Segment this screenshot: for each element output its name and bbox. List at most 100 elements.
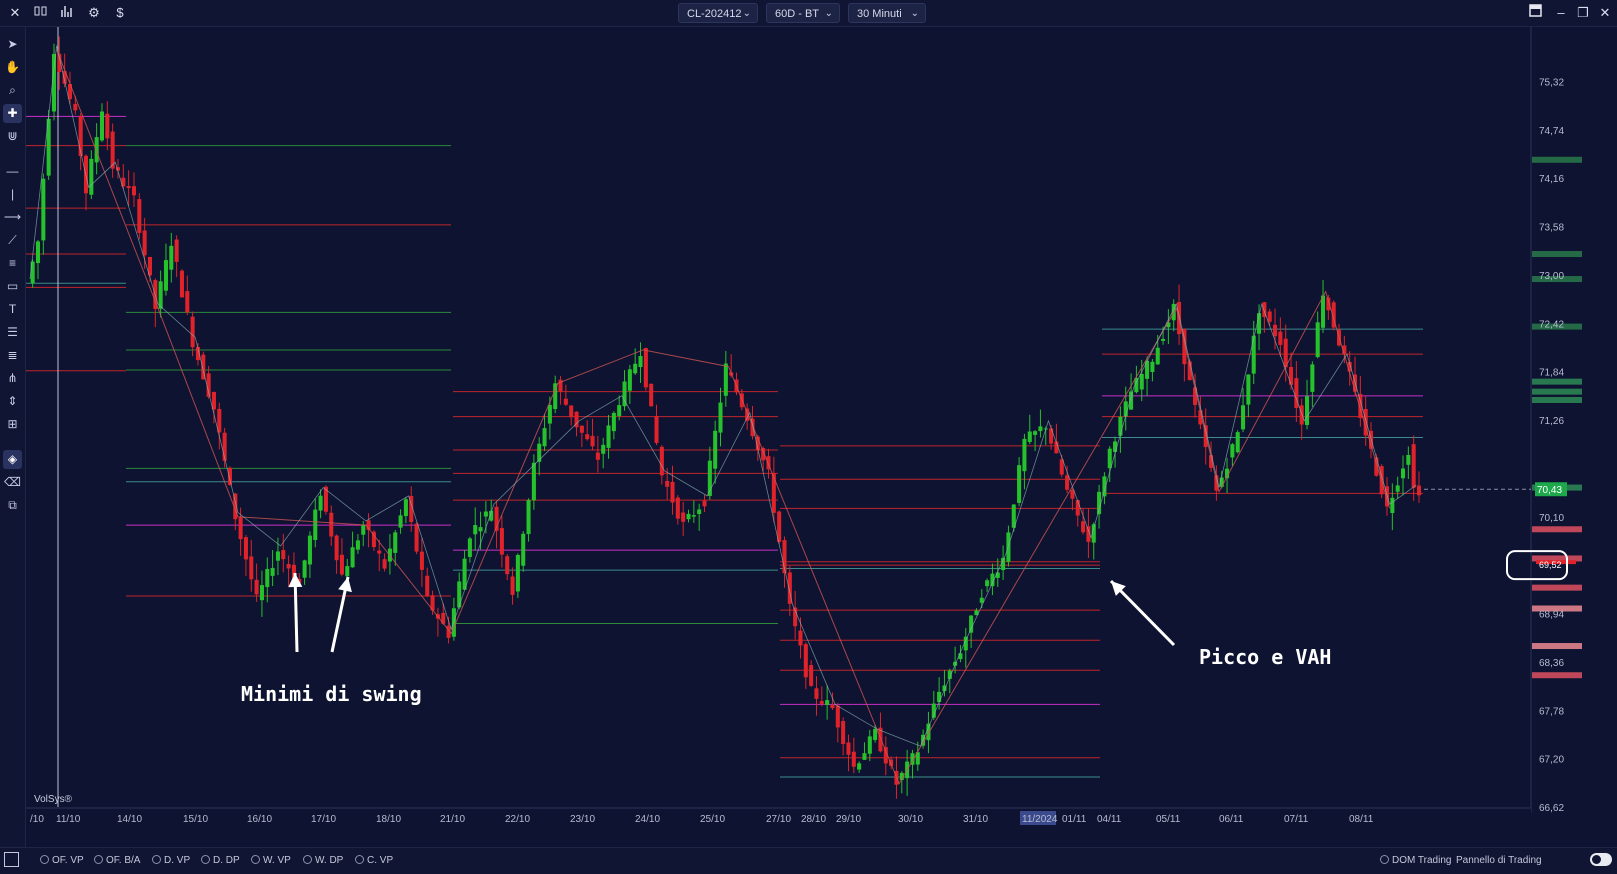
candle-body <box>222 432 227 461</box>
interval-select[interactable]: 30 Minuti ⌄ <box>848 3 926 23</box>
zoom-icon[interactable]: ⌕ <box>9 83 16 97</box>
lines-icon[interactable]: ☰ <box>7 325 18 339</box>
candle-body <box>1214 475 1219 491</box>
volume-profile-bar <box>1532 323 1582 330</box>
candle-body <box>515 554 520 592</box>
candle-body <box>873 728 878 740</box>
candle-body <box>563 398 568 405</box>
candle-body <box>755 436 760 451</box>
candle-body <box>35 241 41 264</box>
candle-body <box>1347 362 1352 372</box>
candle-body <box>601 444 606 454</box>
highlight-circle <box>1506 550 1568 581</box>
candle-body <box>638 356 643 368</box>
candle-body <box>745 408 750 421</box>
cursor-icon[interactable]: ➤ <box>7 37 18 51</box>
status-item-of-b-a[interactable]: OF. B/A <box>94 855 140 866</box>
restore-icon[interactable]: ❐ <box>1577 5 1589 20</box>
price-chart[interactable]: 75,32 74,74 74,16 73,58 73,00 72,42 71,84 71,26… <box>26 27 1617 847</box>
status-item-of-vp[interactable]: OF. VP <box>40 855 84 866</box>
candle-body <box>1246 374 1251 405</box>
current-price-tag <box>1535 482 1567 497</box>
candle-body <box>969 615 974 633</box>
measure-icon[interactable]: ⊞ <box>7 417 18 431</box>
dom-trading-toggle[interactable]: DOM Trading <box>1380 855 1451 866</box>
candle-body <box>1262 302 1267 318</box>
symbol-select[interactable]: CL-202412 ⌄ <box>678 3 758 23</box>
minimize-icon[interactable]: – <box>1557 5 1565 20</box>
time-axis[interactable] <box>26 808 1531 826</box>
magnet-icon[interactable]: ⋓ <box>7 129 18 143</box>
candle-body <box>1230 444 1235 458</box>
gear-icon[interactable]: ⚙ <box>88 5 100 20</box>
layout-icon[interactable] <box>1526 4 1544 22</box>
zigzag-swing-line <box>56 49 1391 785</box>
ray-icon[interactable]: ⟶ <box>3 210 22 224</box>
status-item-d-vp[interactable]: D. VP <box>152 855 190 866</box>
candle-body <box>963 636 968 651</box>
candle-body <box>995 572 1000 578</box>
candle-body <box>329 512 334 537</box>
candle-body <box>670 481 675 503</box>
candle-body <box>1118 416 1123 436</box>
candle-body <box>1257 313 1262 334</box>
volume-profile-bar <box>1532 276 1582 283</box>
volume-icon[interactable] <box>58 4 76 22</box>
date-tick-label: 17/10 <box>311 814 336 825</box>
candle-body <box>931 703 936 718</box>
close-icon[interactable]: ✕ <box>9 5 21 20</box>
vertical-line-icon[interactable]: | <box>10 187 15 201</box>
date-tick-label: 04/11 <box>1097 814 1122 825</box>
list-icon[interactable]: ≣ <box>7 348 18 362</box>
trend-line-icon[interactable]: ⟋ <box>8 233 17 247</box>
candle-body <box>622 381 627 407</box>
candle-body <box>761 448 766 461</box>
candle-body <box>1331 302 1336 328</box>
candle-body <box>483 511 488 517</box>
layers-icon[interactable]: ⧉ <box>8 498 17 512</box>
timeframe-select[interactable]: 60D - BT ⌄ <box>766 3 840 23</box>
candle-body <box>585 434 590 440</box>
candle-body <box>771 473 776 513</box>
text-icon[interactable]: T <box>8 302 17 316</box>
bar-chart-icon[interactable] <box>32 4 50 22</box>
rectangle-icon[interactable]: ▭ <box>6 279 19 293</box>
status-item-c-vp[interactable]: C. VP <box>355 855 393 866</box>
trading-panel-toggle[interactable] <box>1590 853 1612 866</box>
candle-body <box>606 425 611 448</box>
watermark: VolSys® <box>34 794 73 805</box>
fib-icon[interactable]: ≡ <box>8 256 16 270</box>
eraser-icon[interactable]: ⌫ <box>4 475 21 489</box>
dollar-icon[interactable]: $ <box>116 5 124 20</box>
hand-icon[interactable]: ✋ <box>5 60 20 74</box>
candle-body <box>718 402 723 433</box>
highlighted-date-bg <box>1020 811 1056 825</box>
candle-body <box>137 199 142 233</box>
lock-icon[interactable]: ◈ <box>3 450 22 469</box>
candle-body <box>1299 405 1304 425</box>
candle-body <box>425 575 430 596</box>
candle-body <box>1155 347 1160 365</box>
candle-body <box>1075 500 1080 516</box>
candle-body <box>313 509 318 541</box>
price-tick-label: 74,74 <box>1539 126 1564 137</box>
candle-body <box>1395 485 1400 492</box>
current-price-label: 70,43 <box>1537 485 1562 496</box>
candle-body <box>910 753 915 765</box>
candle-body <box>579 425 584 433</box>
status-item-w-vp[interactable]: W. VP <box>251 855 291 866</box>
candle-body <box>1251 335 1256 374</box>
crosshair-icon[interactable]: ✚ <box>3 104 22 123</box>
candle-body <box>1081 521 1086 533</box>
status-bar: OF. VP OF. B/A D. VP D. DP W. VP W. DP C. VP D… <box>0 847 1617 874</box>
price-range-icon[interactable]: ⇕ <box>7 394 18 408</box>
candle-body <box>777 511 782 542</box>
close-window-icon[interactable]: ✕ <box>1599 5 1611 20</box>
horizontal-line-icon[interactable]: — <box>6 164 19 178</box>
panel-icon[interactable] <box>4 852 19 867</box>
pitchfork-icon[interactable]: ⋔ <box>7 371 18 385</box>
candle-body <box>249 556 254 580</box>
status-item-d-dp[interactable]: D. DP <box>201 855 240 866</box>
status-item-w-dp[interactable]: W. DP <box>303 855 343 866</box>
candle-body <box>286 564 291 569</box>
